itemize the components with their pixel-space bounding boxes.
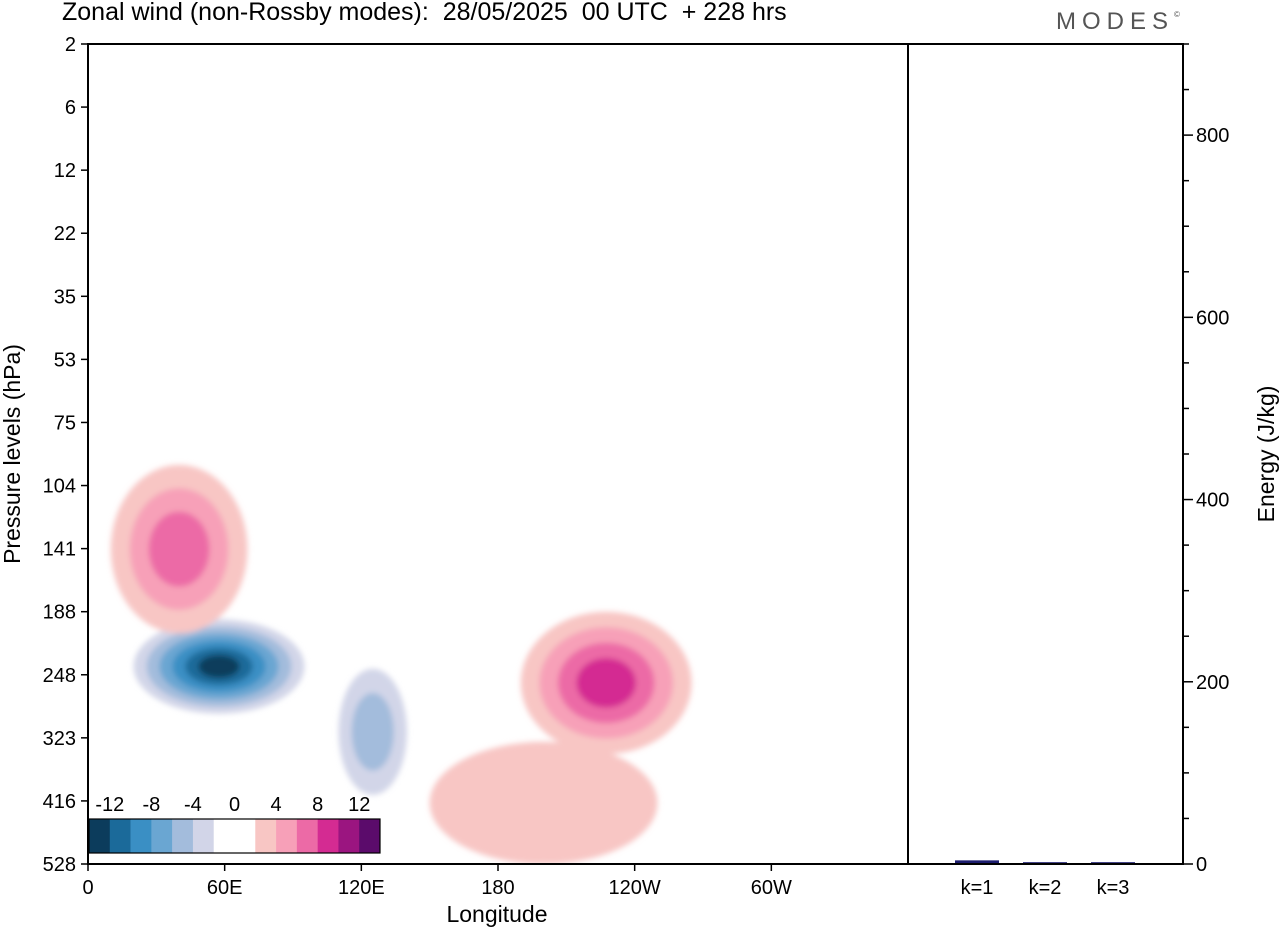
- energy-tick-label: 800: [1196, 125, 1229, 147]
- colorbar-label: 8: [312, 794, 323, 816]
- easterly-anomaly-contour: [198, 655, 240, 678]
- pressure-tick-label: 6: [65, 97, 76, 119]
- longitude-tick-label: 120E: [338, 877, 385, 899]
- energy-bar-panel: k=1 k=2 k=3: [955, 860, 1135, 899]
- pressure-tick-label: 75: [54, 412, 76, 434]
- easterly-anomaly-contour: [351, 693, 394, 771]
- pressure-axis-title: Pressure levels (hPa): [0, 344, 25, 564]
- colorbar-label: 0: [229, 794, 240, 816]
- energy-axis-title: Energy (J/kg): [1253, 386, 1279, 523]
- pressure-tick-label: 188: [43, 602, 76, 624]
- westerly-anomaly-contour: [429, 741, 658, 864]
- colorbar-label: 4: [271, 794, 282, 816]
- bar-category-label: k=2: [1029, 877, 1062, 899]
- energy-tick-label: 600: [1196, 307, 1229, 329]
- pressure-tick-label: 12: [54, 160, 76, 182]
- brand-text: MODES: [1056, 8, 1175, 35]
- longitude-tick-label: 60W: [751, 877, 792, 899]
- pressure-axis: 2 6 12 22 35 53 75 104 141 188 248 323 416 528: [43, 34, 88, 876]
- pressure-tick-label: 416: [43, 791, 76, 813]
- longitude-tick-label: 180: [481, 877, 514, 899]
- pressure-tick-label: 22: [54, 223, 76, 245]
- colorbar-swatch: [317, 819, 339, 853]
- longitude-axis: 0 60E 120E 180 120W 60W: [82, 864, 792, 899]
- brand-logo: MODES©: [1056, 8, 1180, 36]
- wind-field: [110, 464, 692, 864]
- colorbar: -12 -8 -4 0 4 8 12: [88, 794, 381, 854]
- colorbar-swatch: [276, 819, 298, 853]
- bar-category-label: k=1: [961, 877, 994, 899]
- colorbar-swatch: [109, 819, 131, 853]
- energy-tick-label: 0: [1196, 854, 1207, 876]
- energy-axis: 0 200 400 600 800: [1183, 43, 1229, 876]
- colorbar-swatch: [338, 819, 360, 853]
- colorbar-swatch: [296, 819, 318, 853]
- colorbar-label: -12: [95, 794, 124, 816]
- longitude-tick-label: 60E: [207, 877, 243, 899]
- colorbar-swatch: [89, 819, 111, 853]
- colorbar-swatch: [213, 819, 235, 853]
- energy-bar-k=1: [955, 860, 999, 864]
- colorbar-swatch: [255, 819, 277, 853]
- pressure-tick-label: 528: [43, 854, 76, 876]
- pressure-tick-label: 35: [54, 286, 76, 308]
- bar-panel-frame: [907, 43, 1184, 865]
- colorbar-label: -8: [142, 794, 160, 816]
- brand-mark: ©: [1174, 10, 1180, 19]
- heatmap-frame: [87, 43, 909, 865]
- colorbar-label: -4: [184, 794, 202, 816]
- colorbar-swatch: [359, 819, 381, 853]
- westerly-anomaly-contour: [148, 511, 210, 587]
- pressure-tick-label: 248: [43, 665, 76, 687]
- pressure-tick-label: 104: [43, 476, 76, 498]
- colorbar-swatch: [234, 819, 256, 853]
- colorbar-label: 12: [348, 794, 370, 816]
- colorbar-swatch: [192, 819, 215, 853]
- westerly-anomaly-contour: [576, 658, 636, 708]
- longitude-tick-label: 120W: [609, 877, 661, 899]
- energy-tick-label: 400: [1196, 490, 1229, 512]
- energy-tick-label: 200: [1196, 672, 1229, 694]
- colorbar-swatch: [172, 819, 194, 853]
- pressure-tick-label: 141: [43, 539, 76, 561]
- longitude-axis-title: Longitude: [446, 901, 547, 927]
- pressure-tick-label: 2: [65, 34, 76, 56]
- pressure-tick-label: 53: [54, 349, 76, 371]
- colorbar-swatch: [130, 819, 152, 853]
- bar-category-label: k=3: [1097, 877, 1130, 899]
- pressure-tick-label: 323: [43, 728, 76, 750]
- chart-title: Zonal wind (non-Rossby modes): 28/05/202…: [62, 0, 787, 26]
- colorbar-swatch: [151, 819, 173, 853]
- longitude-tick-label: 0: [82, 877, 93, 899]
